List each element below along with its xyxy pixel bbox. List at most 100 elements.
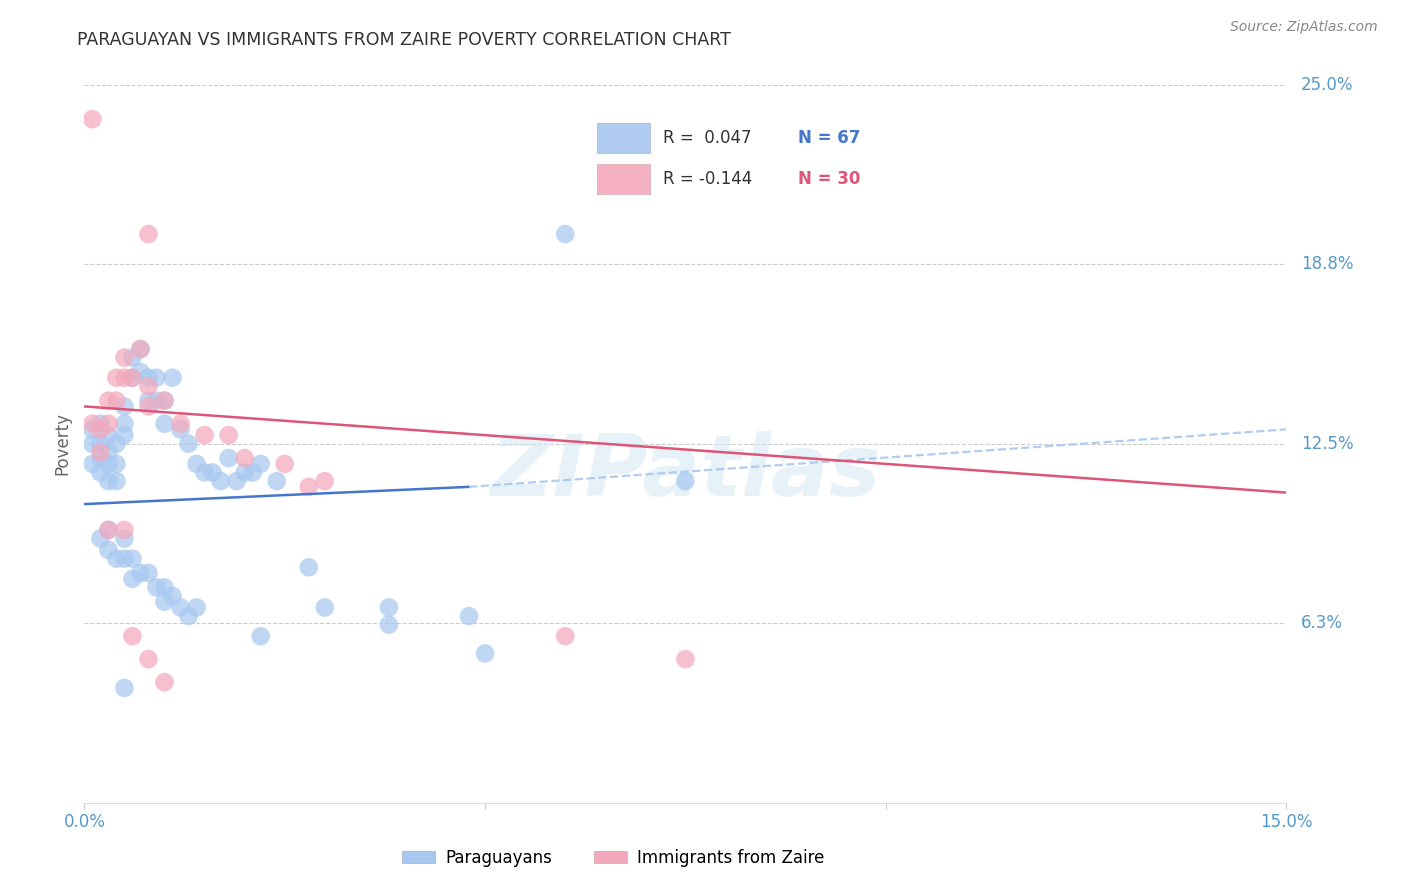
Point xyxy=(138,370,160,384)
Point xyxy=(89,437,111,451)
Point xyxy=(97,474,120,488)
Point xyxy=(82,457,104,471)
Point xyxy=(186,600,208,615)
Point xyxy=(89,451,111,466)
Point xyxy=(97,457,120,471)
Point xyxy=(121,370,143,384)
Point xyxy=(97,428,120,442)
Point xyxy=(169,422,191,436)
Point xyxy=(114,351,135,365)
Point xyxy=(153,595,176,609)
Point xyxy=(114,428,135,442)
Text: N = 30: N = 30 xyxy=(799,170,860,188)
Point xyxy=(145,581,167,595)
Text: N = 67: N = 67 xyxy=(799,128,860,146)
Point xyxy=(162,370,184,384)
Point xyxy=(97,523,120,537)
Point xyxy=(121,551,143,566)
Point xyxy=(298,480,321,494)
Point xyxy=(169,417,191,431)
Text: 12.5%: 12.5% xyxy=(1301,434,1354,453)
Text: 18.8%: 18.8% xyxy=(1301,255,1354,273)
Point xyxy=(218,451,240,466)
Point xyxy=(242,466,264,480)
Point xyxy=(89,422,111,436)
Point xyxy=(169,600,191,615)
Point xyxy=(97,445,120,459)
Text: ZIPatlas: ZIPatlas xyxy=(491,431,880,514)
Point xyxy=(121,370,143,384)
Point xyxy=(194,466,217,480)
Point xyxy=(233,451,256,466)
Point xyxy=(114,400,135,414)
Point xyxy=(129,365,152,379)
Point xyxy=(378,600,401,615)
Point xyxy=(274,457,297,471)
Point xyxy=(458,609,481,624)
Point xyxy=(114,417,135,431)
Point xyxy=(82,417,104,431)
Point xyxy=(82,112,104,127)
Point xyxy=(554,629,576,643)
Text: 6.3%: 6.3% xyxy=(1301,615,1343,632)
Point xyxy=(266,474,288,488)
Point xyxy=(129,342,152,356)
Point xyxy=(114,370,135,384)
Point xyxy=(138,566,160,580)
Bar xyxy=(596,164,650,194)
Point xyxy=(138,652,160,666)
Point xyxy=(225,474,247,488)
Point xyxy=(114,523,135,537)
Point xyxy=(378,617,401,632)
Point xyxy=(105,551,128,566)
Legend: Paraguayans, Immigrants from Zaire: Paraguayans, Immigrants from Zaire xyxy=(395,842,831,873)
Point xyxy=(121,572,143,586)
Point xyxy=(129,566,152,580)
Point xyxy=(145,393,167,408)
Point xyxy=(105,457,128,471)
Point xyxy=(129,342,152,356)
Point xyxy=(138,379,160,393)
Point xyxy=(138,393,160,408)
Point xyxy=(105,370,128,384)
Point xyxy=(201,466,224,480)
Point xyxy=(162,589,184,603)
Point xyxy=(233,466,256,480)
Y-axis label: Poverty: Poverty xyxy=(53,412,72,475)
Point xyxy=(114,551,135,566)
Point xyxy=(89,466,111,480)
Point xyxy=(153,675,176,690)
Point xyxy=(89,445,111,459)
Point xyxy=(249,457,271,471)
Point xyxy=(138,400,160,414)
Point xyxy=(675,474,697,488)
Point xyxy=(675,652,697,666)
Point xyxy=(82,422,104,436)
Text: R = -0.144: R = -0.144 xyxy=(662,170,752,188)
Point xyxy=(82,437,104,451)
Point xyxy=(138,227,160,241)
Point xyxy=(314,600,336,615)
Point xyxy=(194,428,217,442)
Bar xyxy=(596,123,650,153)
Point xyxy=(114,681,135,695)
Point xyxy=(153,417,176,431)
Point xyxy=(105,393,128,408)
Point xyxy=(97,543,120,558)
Point xyxy=(105,437,128,451)
Point xyxy=(121,629,143,643)
Point xyxy=(153,581,176,595)
Point xyxy=(145,370,167,384)
Point xyxy=(89,532,111,546)
Point xyxy=(114,532,135,546)
Point xyxy=(249,629,271,643)
Point xyxy=(97,523,120,537)
Point xyxy=(97,393,120,408)
Text: PARAGUAYAN VS IMMIGRANTS FROM ZAIRE POVERTY CORRELATION CHART: PARAGUAYAN VS IMMIGRANTS FROM ZAIRE POVE… xyxy=(77,31,731,49)
Point xyxy=(89,417,111,431)
Point xyxy=(177,437,200,451)
Point xyxy=(97,417,120,431)
Point xyxy=(474,647,496,661)
Text: R =  0.047: R = 0.047 xyxy=(662,128,751,146)
Point xyxy=(186,457,208,471)
